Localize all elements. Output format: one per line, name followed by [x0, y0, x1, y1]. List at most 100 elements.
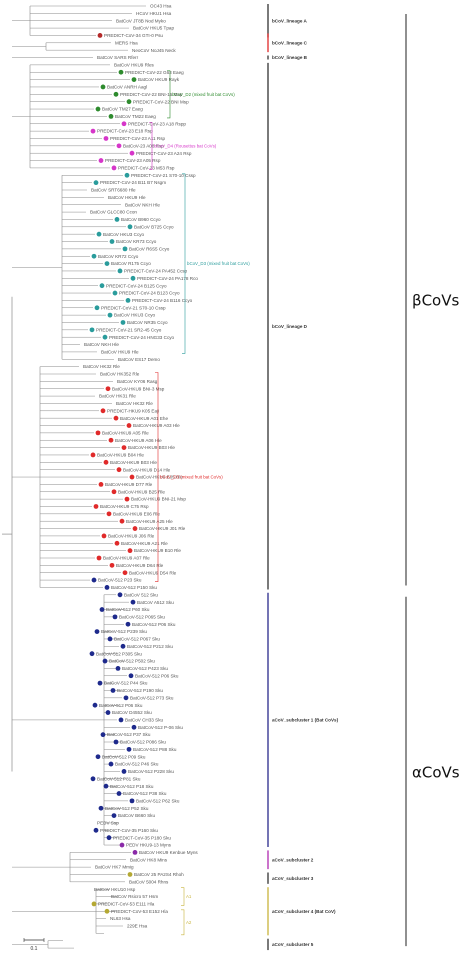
leaf-label: BatCoV HKU9 Rayk [138, 77, 180, 82]
leaf-label: PREDICT-CoV-24 PA178 Rco [137, 276, 198, 281]
leaf-label: BatCoV KR73 Ccyo [116, 239, 157, 244]
leaf-dot-magenta [98, 158, 104, 163]
leaf-label: BatCoV B960 Ccyo [121, 217, 161, 222]
scale-bar: 0.1 [23, 938, 45, 952]
leaf-dot-purple [119, 842, 125, 848]
clade-label: A1 [186, 894, 192, 899]
leaf-dot-navy [105, 710, 111, 715]
leaf-dot-red [96, 555, 102, 561]
leaf-label: BatCoV HKU9 Hle [101, 350, 139, 355]
leaf-label: BatCoV A512 Sku [137, 600, 174, 605]
leaf-label: BatCoV-HKU9 A25 Hle [126, 519, 173, 524]
leaf-label: BatCoV 5004 Rhns [129, 879, 169, 884]
leaf-dot-teal [130, 275, 136, 281]
leaf-dot-green [118, 69, 124, 75]
leaf-label: BatCoV-512 P150 Sku [111, 585, 157, 590]
leaf-label: BatCoV-HKU9 BNI-3 Msp [112, 386, 165, 391]
leaf-dot-brown [97, 33, 103, 38]
leaf-label: PREDICT-CoV-53 E111 Hla [98, 902, 155, 907]
leaf-label: BatCoV GLCC80 Ccon [90, 210, 137, 215]
leaf-dot-navy [90, 776, 96, 782]
leaf-label: BatCoV NKH Hle [125, 202, 160, 207]
leaf-label: BatCoV-512 P212 Sku [127, 644, 173, 649]
leaf-label: PREDICT-CoV-21 S70-10 Cssp [131, 173, 196, 178]
leaf-label: BatCoV-HKU9 B03 Hle [110, 460, 157, 465]
leaf-label: BatCoV ANRH Aagl [107, 85, 147, 90]
leaf-label: BatCoV-512 P067 Sku [114, 637, 160, 642]
leaf-label: BatCoV-23 A08 Rsp [123, 143, 164, 148]
leaf-label: PREDICT-HKU9 K05 Eaji [107, 408, 159, 413]
leaf-dot-red [119, 518, 125, 524]
leaf-label: BatCoV-512 P190 Sku [117, 688, 163, 693]
leaf-label: BatCoV-512 P305 Sku [96, 651, 142, 656]
leaf-label: PREDICT-CoV-34 GTI-0 Psu [104, 33, 163, 38]
leaf-label: PREDICT-CoV-24 B116 Ccyo [132, 298, 193, 303]
leaf-label: BatCoV SRT6680 Hle [91, 188, 136, 193]
leaf-label: BatCoV HK8 Mins [130, 857, 168, 862]
leaf-label: MERS Hsa [115, 40, 138, 45]
leaf-label: PREDICT-CoV-21 SR2-45 Ccyo [96, 327, 162, 332]
leaf-label: PREDICT-CoV-22 BNI-15 Msp [120, 92, 183, 97]
leaf-dot-teal [99, 283, 105, 289]
lineage-label: bCoV_lineage C [272, 40, 308, 45]
leaf-label: BatCoV KR72 Ccyo [98, 254, 139, 259]
leaf-dot-navy [130, 599, 136, 605]
leaf-label: PREDICT-CoV-22 G63 Eaeg [125, 70, 184, 75]
leaf-label: BatCoV TM22 Eaeg [115, 114, 156, 119]
leaf-dot-red [114, 540, 120, 546]
leaf-label: BatCoV B725 Ccyo [134, 224, 174, 229]
leaf-label: BatCoV HK32 Rle [116, 401, 153, 406]
leaf-label: BatCoV-512 P06 Sku [132, 622, 176, 627]
leaf-dot-green [126, 99, 132, 105]
clade-bracket [181, 887, 185, 906]
leaf-dot-teal [109, 239, 115, 244]
leaf-label: BatCoV HKU3 Ccyo [114, 313, 156, 318]
leaf-label: PREDICT-CoV-23 A24 Rsp [136, 151, 192, 156]
leaf-dot-navy [111, 813, 117, 818]
leaf-dot-red [116, 467, 122, 473]
leaf-dot-magenta [90, 128, 96, 134]
leaf-dot-magenta [103, 136, 109, 141]
lineage-label: aCoV_subcluster 3 [272, 876, 314, 881]
leaf-label: BatCoV-512 P06 Sku [135, 673, 179, 678]
leaf-label: BatCoV HK31 Rle [99, 394, 136, 399]
leaf-label: BatCoV HK352 Rle [100, 372, 140, 377]
leaf-dot-green [108, 114, 114, 119]
leaf-label: BatCoV-512 P60 Sku [106, 607, 150, 612]
leaf-label: BatCoV-512 P44 Sku [104, 681, 148, 686]
leaf-label: PREDICT-CoV-24 B11 B7 Nsgm [100, 180, 166, 185]
leaf-label: BatCoV R175 Ccyo [111, 261, 151, 266]
leaf-label: PREDICT-CoV-23 A18 Rspp [128, 121, 186, 126]
leaf-label: BatCoV-512 P-06 Sku [138, 725, 183, 730]
leaf-label: BatCoV-512 P52 Sku [105, 806, 149, 811]
leaf-label: BatCoV 512 Sku [124, 592, 158, 597]
leaf-dot-red [95, 430, 101, 436]
leaf-dot-navy [125, 621, 131, 627]
leaf-dot-teal [89, 327, 95, 333]
leaf-label: BatCoV-512 P18 Sku [110, 784, 154, 789]
clade-bracket [182, 173, 186, 354]
leaf-label: BatCoV HKU9 Rles [114, 62, 155, 67]
leaf-dot-navy [100, 732, 106, 738]
leaf-dot-teal [120, 320, 126, 325]
leaf-dot-teal [93, 180, 99, 186]
leaf-label: BatCoV HKU9 Hle [108, 195, 146, 200]
leaf-dot-red [109, 562, 115, 568]
leaf-label: BatCoV-HKU9 A03 Hle [133, 423, 180, 428]
leaf-dot-navy [123, 695, 129, 701]
leaf-dot-navy [104, 585, 110, 590]
leaf-label: BatCoV 25 PA2S4 Rhoh [134, 872, 184, 877]
leaf-dot-navy [131, 724, 137, 730]
leaf-dot-navy [91, 577, 97, 583]
leaf-dot-magenta [121, 121, 127, 127]
clade-label: bCoV_D3 (mixed fruit bat CoVs) [187, 261, 250, 266]
leaf-label: BatCoV TM27 Eaeg [102, 107, 143, 112]
leaf-label: BatCoV-HKU9 A01 Ehe [120, 416, 168, 421]
leaf-label: PREDICT-CoV-35 P160 Sku [100, 828, 158, 833]
leaf-label: PREDICT-CoV-21 S70-10 Cssp [101, 305, 166, 310]
leaf-dot-teal [114, 217, 120, 222]
leaf-dot-olive [127, 872, 133, 877]
lineage-brackets: bCoV_lineage A bCoV_lineage C bCoV_lineage… [267, 4, 339, 951]
leaf-label: PREDICT-CoV-23 M53 Rsp [118, 166, 175, 171]
